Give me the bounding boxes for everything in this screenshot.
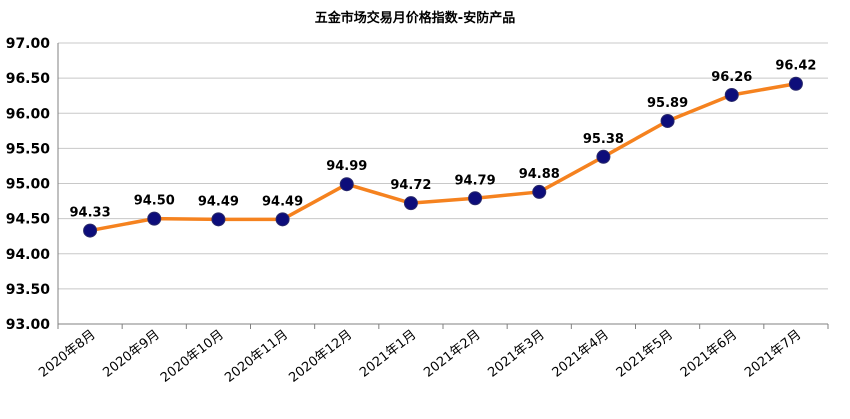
x-tick-label: 2021年3月 [485, 327, 547, 380]
x-tick-label: 2021年1月 [357, 327, 419, 380]
x-tick-label: 2020年9月 [100, 327, 162, 380]
x-tick-label: 2021年2月 [421, 327, 483, 380]
x-tick-label: 2020年10月 [158, 327, 227, 385]
data-point [275, 212, 290, 227]
x-tick-label: 2021年5月 [614, 327, 676, 380]
y-tick-label: 95.50 [6, 141, 51, 157]
data-label: 96.26 [711, 70, 752, 85]
data-label: 94.49 [262, 194, 303, 209]
data-point [147, 211, 162, 226]
chart-title: 五金市场交易月价格指数-安防产品 [315, 10, 515, 26]
data-point [660, 113, 675, 128]
data-point [211, 212, 226, 227]
data-point [83, 223, 98, 238]
x-tick-label: 2020年12月 [286, 327, 355, 385]
y-tick-label: 94.00 [6, 247, 51, 263]
data-point [788, 76, 803, 91]
data-label: 94.33 [70, 206, 111, 221]
data-labels: 94.33 94.50 94.49 94.49 94.99 94.72 94.79 94.88… [70, 59, 817, 221]
axes [57, 43, 829, 329]
x-tick-label: 2020年8月 [36, 327, 98, 380]
data-label: 94.99 [326, 159, 367, 174]
x-tick-label: 2021年4月 [550, 327, 612, 380]
data-point [532, 184, 547, 199]
data-label: 94.72 [390, 178, 431, 193]
data-label: 94.88 [519, 167, 560, 182]
y-tick-label: 97.00 [6, 36, 51, 52]
series [83, 76, 803, 238]
data-label: 94.49 [198, 194, 239, 209]
x-tick-label: 2021年7月 [742, 327, 804, 380]
data-point [339, 177, 354, 192]
x-tick-label: 2020年11月 [222, 327, 291, 385]
data-point [468, 191, 483, 206]
y-tick-label: 93.50 [6, 282, 51, 298]
y-tick-label: 93.00 [6, 317, 51, 333]
data-point [596, 149, 611, 164]
data-label: 96.42 [775, 59, 816, 74]
data-point [724, 87, 739, 102]
data-point [403, 196, 418, 211]
data-label: 95.89 [647, 96, 688, 111]
y-tick-label: 96.50 [6, 71, 51, 87]
y-tick-label: 95.00 [6, 177, 51, 193]
data-label: 94.79 [455, 173, 496, 188]
series-line [88, 81, 798, 233]
data-label: 94.50 [134, 194, 175, 209]
x-tick-label: 2021年6月 [678, 327, 740, 380]
y-tick-label: 94.50 [6, 212, 51, 228]
y-tick-labels: 93.00 93.50 94.00 94.50 95.00 95.50 96.00 96.50… [6, 36, 51, 333]
data-label: 95.38 [583, 132, 624, 147]
y-tick-label: 96.00 [6, 106, 51, 122]
